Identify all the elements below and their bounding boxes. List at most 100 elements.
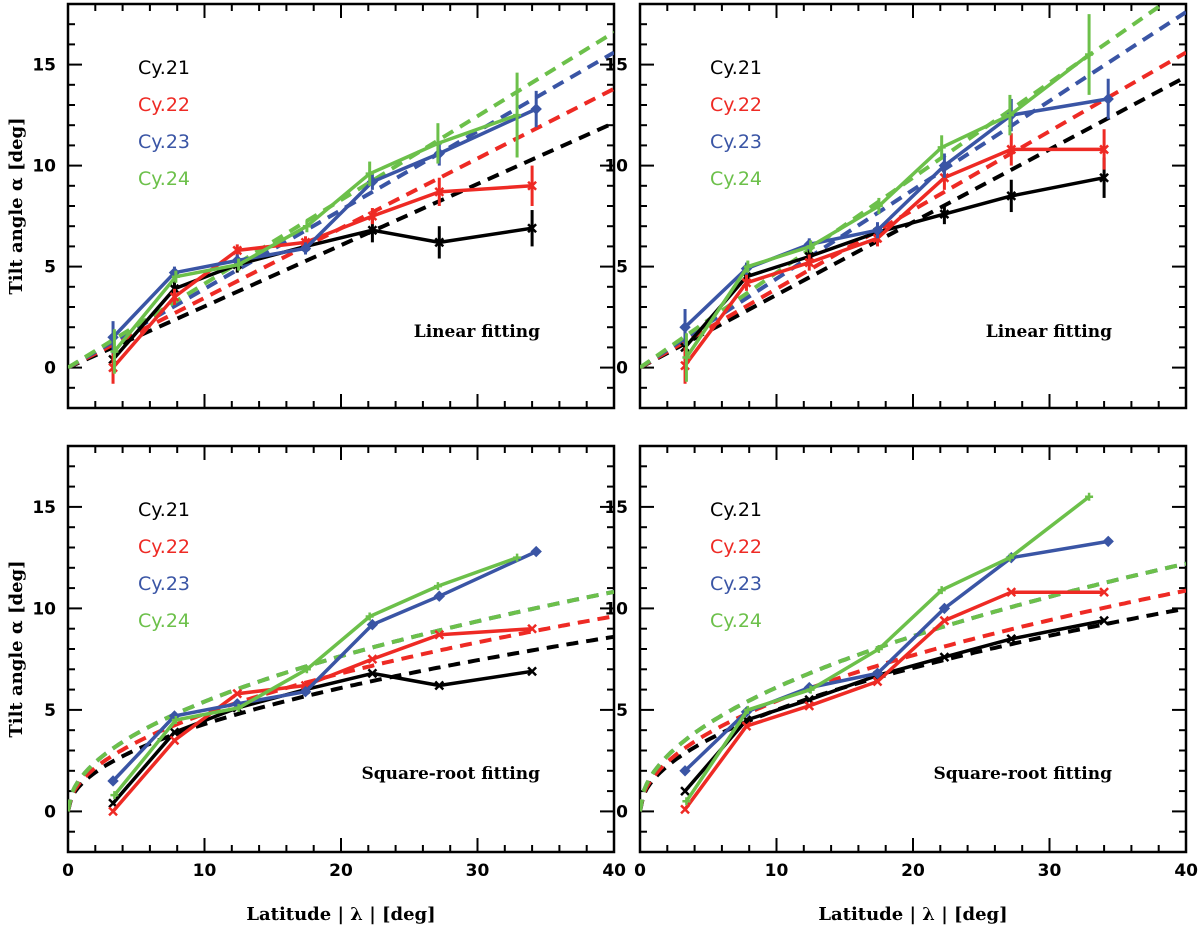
legend-entry-cy22: Cy.22 [138,536,190,558]
x-tick-label: 30 [1038,861,1062,881]
y-tick-label: 10 [604,157,628,177]
fit-line-cy21 [68,634,614,812]
legend-entry-cy24: Cy.24 [710,168,762,190]
y-axis-title: Tilt angle α [deg] [6,117,27,294]
fitting-label: Linear fitting [986,322,1112,342]
y-tick-label: 5 [616,258,628,278]
legend-entry-cy21: Cy.21 [710,499,762,521]
x-tick-label: 30 [466,861,490,881]
data-point-cy21 [169,727,180,738]
x-tick-label: 0 [62,861,74,881]
data-point-cy22 [232,245,243,256]
data-point-cy21 [527,223,537,234]
data-point-cy22 [680,804,690,815]
data-point-cy24 [874,202,883,210]
data-point-cy24 [874,645,883,653]
legend-entry-cy22: Cy.22 [710,94,762,116]
data-point-cy22 [1006,587,1017,598]
data-point-cy22 [367,654,378,665]
data-point-cy22 [741,721,752,732]
data-point-cy24 [171,716,180,725]
data-point-cy24 [682,797,691,806]
fitting-label: Square-root fitting [933,764,1112,784]
fitting-label: Square-root fitting [361,764,540,784]
data-point-cy21 [1006,191,1017,201]
data-point-cy24 [365,612,374,621]
data-point-cy23 [433,590,445,602]
legend-entry-cy24: Cy.24 [138,168,190,190]
x-tick-label: 10 [193,861,217,881]
x-axis-title: Latitude | λ | [deg] [818,904,1007,925]
data-point-cy24 [937,586,946,595]
fit-line-cy22 [640,588,1186,812]
x-tick-label: 20 [901,861,925,881]
y-axis-title: Tilt angle α [deg] [6,560,27,737]
data-point-cy24 [513,553,522,562]
data-point-cy24 [433,139,442,148]
y-tick-label: 10 [604,599,628,619]
data-point-cy22 [1099,587,1109,598]
data-point-cy22 [939,615,950,626]
y-tick-label: 0 [616,359,628,379]
data-point-cy24 [1085,50,1094,59]
data-point-cy24 [937,143,946,152]
panel-bottom-left: 0 5 10 15 0 10 20 30 40 Tilt angle α [deg] Latitud… [6,444,626,925]
legend-entry-cy23: Cy.23 [710,573,762,595]
data-point-cy23 [299,242,312,255]
data-point-cy21 [1006,633,1017,644]
legend-entry-cy21: Cy.21 [138,499,190,521]
data-point-cy21 [434,680,445,691]
y-tick-label: 5 [44,258,56,278]
data-point-cy21 [367,668,378,679]
data-point-cy24 [806,242,815,251]
data-point-cy22 [108,806,118,817]
data-point-cy24 [302,665,311,674]
data-point-cy22 [169,292,180,302]
data-point-cy22 [872,676,883,687]
y-tick-label: 0 [616,802,628,822]
data-point-cy22 [804,700,815,711]
legend-entry-cy24: Cy.24 [138,610,190,632]
plot-area [640,492,1186,815]
data-point-cy22 [367,211,378,221]
data-point-cy21 [939,652,950,663]
data-point-cy21 [527,666,537,677]
fit-line-cy22 [640,50,1186,370]
plot-area [68,30,614,384]
data-point-cy24 [806,685,815,694]
data-point-cy23 [679,321,691,333]
plot-area [640,4,1186,384]
data-point-cy23 [679,765,691,777]
data-point-cy22 [804,257,815,268]
data-point-cy24 [234,703,243,712]
data-point-cy23 [1102,93,1114,105]
data-point-cy22 [527,623,537,634]
y-tick-label: 15 [32,56,56,76]
data-point-cy24 [1085,492,1094,501]
data-point-cy24 [513,111,522,120]
data-point-cy24 [110,791,119,800]
fit-line-cy24 [640,561,1186,812]
data-point-cy23 [1102,535,1114,548]
data-point-cy21 [367,225,378,236]
legend-entry-cy24: Cy.24 [710,610,762,632]
x-axis-title: Latitude | λ | [deg] [246,904,435,925]
data-point-cy23 [366,618,379,631]
y-tick-label: 15 [604,498,628,518]
data-point-cy24 [743,262,752,271]
data-point-cy24 [365,169,374,178]
axis-ticks [639,3,1187,409]
axis-ticks [67,445,615,853]
data-point-cy22 [1006,144,1017,155]
y-tick-label: 5 [44,701,56,721]
x-tick-label: 20 [329,861,353,881]
axis-ticks [67,3,615,409]
panel-top-right: 0 5 10 15 Cy.21 Cy.22 Cy.23 Cy.24 Linear fitting [604,2,1188,410]
data-point-cy24 [234,260,243,269]
y-tick-label: 15 [32,498,56,518]
y-tick-label: 10 [32,599,56,619]
y-tick-label: 15 [604,56,628,76]
data-point-cy23 [107,775,119,787]
data-point-cy21 [434,237,445,248]
data-point-cy22 [232,688,243,699]
